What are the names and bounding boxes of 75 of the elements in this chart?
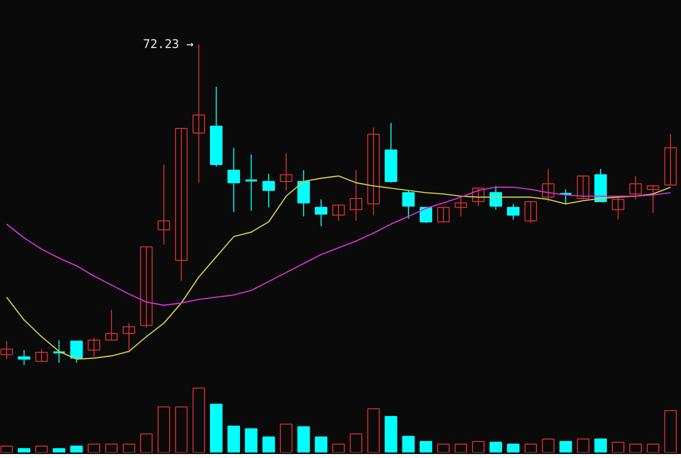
bar bbox=[646, 444, 660, 452]
bar bbox=[175, 406, 188, 452]
bar bbox=[629, 444, 642, 452]
candlestick bbox=[629, 175, 642, 200]
bar bbox=[542, 438, 554, 452]
candlestick bbox=[35, 348, 48, 362]
bar bbox=[52, 448, 66, 452]
bar bbox=[297, 426, 310, 452]
bar bbox=[507, 444, 520, 452]
candlestick bbox=[18, 350, 30, 366]
bar bbox=[454, 444, 468, 452]
candlestick bbox=[70, 340, 83, 364]
candlestick bbox=[612, 196, 624, 220]
bar bbox=[227, 426, 240, 452]
candlestick bbox=[0, 340, 13, 360]
bar bbox=[70, 446, 83, 452]
bar bbox=[105, 444, 118, 452]
bar bbox=[192, 388, 206, 452]
bar bbox=[472, 441, 485, 452]
bar bbox=[384, 416, 398, 452]
candlestick bbox=[297, 170, 310, 217]
candlestick bbox=[646, 184, 660, 214]
bar bbox=[244, 428, 258, 452]
candlestick bbox=[402, 190, 415, 220]
candlestick bbox=[420, 206, 432, 224]
candlestick bbox=[576, 175, 590, 200]
bar bbox=[280, 424, 292, 452]
candlestick bbox=[175, 128, 188, 282]
bar bbox=[664, 410, 677, 452]
candlestick bbox=[507, 203, 520, 220]
candlestick bbox=[158, 164, 170, 246]
bar bbox=[367, 408, 380, 452]
candlestick bbox=[140, 246, 153, 328]
bar bbox=[122, 444, 136, 452]
candlestick bbox=[664, 134, 677, 186]
candlestick bbox=[227, 147, 240, 212]
candlestick bbox=[367, 127, 380, 216]
candlestick bbox=[105, 309, 118, 341]
bar bbox=[402, 436, 415, 452]
bar bbox=[262, 436, 275, 452]
bar bbox=[559, 441, 572, 452]
bar bbox=[332, 444, 345, 452]
annotation: 72.23 → bbox=[142, 37, 194, 52]
candlestick bbox=[524, 201, 538, 224]
candlestick bbox=[52, 340, 66, 364]
bar bbox=[490, 442, 502, 452]
bar bbox=[437, 444, 450, 452]
candlestick bbox=[314, 198, 328, 227]
bar bbox=[314, 436, 328, 452]
bar bbox=[612, 442, 624, 452]
bar bbox=[88, 444, 100, 452]
candlestick bbox=[490, 185, 502, 210]
candlestick bbox=[472, 188, 485, 207]
bar bbox=[420, 441, 432, 452]
bar bbox=[576, 438, 590, 452]
bar bbox=[350, 433, 362, 452]
candlestick bbox=[542, 168, 554, 202]
candlestick bbox=[437, 206, 450, 222]
candlestick bbox=[122, 322, 136, 351]
candlestick bbox=[88, 337, 100, 358]
bar bbox=[594, 438, 607, 452]
bar bbox=[158, 406, 170, 452]
candlestick bbox=[558, 188, 572, 204]
candlestick bbox=[280, 152, 292, 191]
bar bbox=[210, 404, 223, 452]
candlestick bbox=[262, 173, 275, 208]
candlestick bbox=[454, 198, 468, 217]
candlestick bbox=[332, 204, 345, 222]
bar bbox=[35, 446, 48, 452]
bar bbox=[524, 444, 538, 452]
bar bbox=[140, 433, 153, 452]
candlestick bbox=[192, 44, 206, 184]
candlestick bbox=[350, 170, 362, 222]
candlestick bbox=[244, 154, 258, 212]
bar bbox=[18, 448, 30, 452]
